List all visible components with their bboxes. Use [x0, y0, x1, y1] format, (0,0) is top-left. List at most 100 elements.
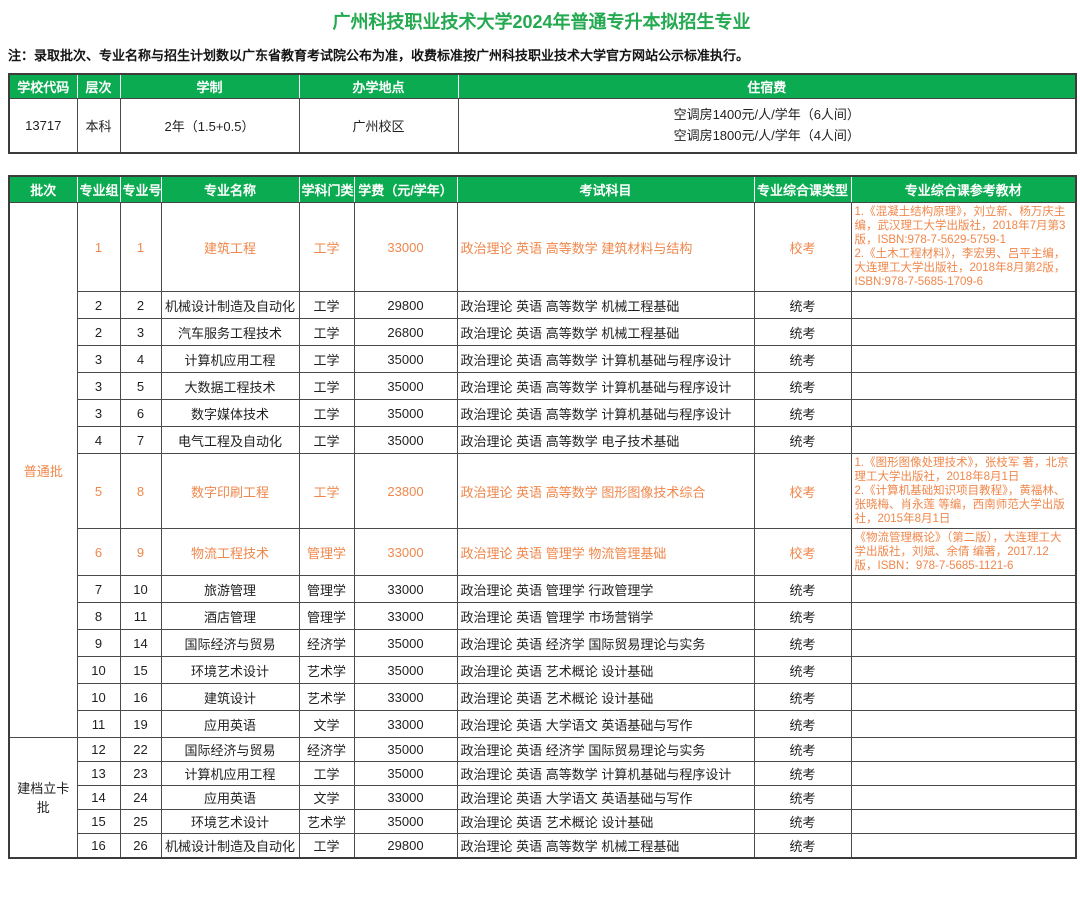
- cell-group: 6: [76, 528, 121, 577]
- duration-value: 2年（1.5+0.5）: [119, 98, 300, 154]
- location-value: 广州校区: [298, 98, 459, 154]
- cell-books: [850, 737, 1077, 763]
- cell-type: 统考: [753, 629, 852, 658]
- accommodation-line: 空调房1800元/人/学年（4人间）: [673, 127, 860, 143]
- cell-group: 15: [76, 809, 121, 835]
- cell-subjects: 政治理论 英语 经济学 国际贸易理论与实务: [456, 629, 755, 658]
- cell-num: 26: [119, 833, 162, 859]
- cell-fee: 26800: [353, 318, 458, 347]
- cell-type: 统考: [753, 345, 852, 374]
- cell-num: 16: [119, 683, 162, 712]
- cell-type: 统考: [753, 602, 852, 631]
- cell-type: 统考: [753, 785, 852, 811]
- cell-category: 管理学: [298, 602, 355, 631]
- cell-major: 酒店管理: [160, 602, 300, 631]
- cell-type: 统考: [753, 833, 852, 859]
- cell-major: 物流工程技术: [160, 528, 300, 577]
- cell-major: 应用英语: [160, 710, 300, 739]
- cell-group: 3: [76, 399, 121, 428]
- cell-books: [850, 602, 1077, 631]
- cell-major: 汽车服务工程技术: [160, 318, 300, 347]
- majors-header-0: 批次: [9, 176, 77, 203]
- page-title: 广州科技职业技术大学2024年普通专升本拟招生专业: [332, 12, 751, 32]
- cell-category: 工学: [298, 399, 355, 428]
- cell-group: 5: [76, 453, 121, 530]
- cell-category: 艺术学: [298, 809, 355, 835]
- cell-num: 5: [119, 372, 162, 401]
- cell-subjects: 政治理论 英语 高等数学 计算机基础与程序设计: [456, 399, 755, 428]
- cell-group: 2: [76, 318, 121, 347]
- cell-fee: 35000: [353, 399, 458, 428]
- cell-category: 工学: [298, 426, 355, 455]
- major-row: 15 25 环境艺术设计 艺术学 35000 政治理论 英语 艺术概论 设计基础 统考: [9, 809, 1077, 835]
- cell-category: 经济学: [298, 629, 355, 658]
- cell-books: [850, 318, 1077, 347]
- page: 广州科技职业技术大学2024年普通专升本拟招生专业 注：录取批次、专业名称与招生…: [8, 12, 1077, 859]
- cell-category: 经济学: [298, 737, 355, 763]
- cell-type: 校考: [753, 201, 852, 293]
- majors-header-6: 考试科目: [456, 176, 754, 203]
- major-row: 建档立卡批 12 22 国际经济与贸易 经济学 35000 政治理论 英语 经济学 国际贸易…: [8, 737, 1077, 859]
- cell-num: 1: [119, 201, 162, 293]
- cell-num: 25: [119, 809, 162, 835]
- cell-books: [850, 399, 1077, 428]
- major-row: 4 7 电气工程及自动化 工学 35000 政治理论 英语 高等数学 电子技术基础 统考: [9, 426, 1077, 455]
- major-row: 3 4 计算机应用工程 工学 35000 政治理论 英语 高等数学 计算机基础与程序设计统…: [9, 345, 1077, 374]
- cell-type: 统考: [753, 737, 852, 763]
- majors-header-row: 批次 专业组 专业号 专业名称 学科门类 学费（元/学年） 考试科目 专业综合课类型 专业综合课…: [9, 176, 1076, 203]
- cell-major: 国际经济与贸易: [160, 629, 300, 658]
- cell-group: 1: [76, 201, 121, 293]
- cell-num: 22: [119, 737, 162, 763]
- cell-category: 文学: [298, 785, 355, 811]
- cell-books: [850, 785, 1077, 811]
- cell-books: [850, 291, 1077, 320]
- book-entry: 1.《混凝土结构原理》，刘立新、杨万庆主编，武汉理工大学出版社，2018年7月第…: [854, 206, 1066, 247]
- cell-num: 3: [119, 318, 162, 347]
- cell-subjects: 政治理论 英语 艺术概论 设计基础: [456, 656, 755, 685]
- cell-books: [850, 656, 1077, 685]
- school-code: 13717: [8, 98, 78, 154]
- cell-fee: 35000: [353, 629, 458, 658]
- cell-books: [850, 761, 1077, 787]
- cell-subjects: 政治理论 英语 高等数学 计算机基础与程序设计: [456, 372, 755, 401]
- cell-books: [850, 426, 1077, 455]
- majors-table: 批次 专业组 专业号 专业名称 学科门类 学费（元/学年） 考试科目 专业综合课类型 专业综合课…: [8, 175, 1077, 859]
- cell-fee: 33000: [353, 575, 458, 604]
- cell-subjects: 政治理论 英语 高等数学 机械工程基础: [456, 833, 755, 859]
- cell-fee: 29800: [353, 291, 458, 320]
- major-row: 5 8 数字印刷工程 工学 23800 政治理论 英语 高等数学 图形图像技术综合 校考 1.…: [9, 453, 1077, 530]
- cell-group: 16: [76, 833, 121, 859]
- cell-num: 2: [119, 291, 162, 320]
- major-row: 普通批 1 1 建筑工程 工学 33000 政治理论 英语 高等数学 建筑材料与结构 校考 1.…: [8, 201, 1077, 739]
- cell-type: 校考: [753, 528, 852, 577]
- major-row: 14 24 应用英语 文学 33000 政治理论 英语 大学语文 英语基础与写作 统考: [9, 785, 1077, 811]
- batch-label: 普通批: [8, 201, 78, 739]
- cell-type: 统考: [753, 372, 852, 401]
- cell-type: 统考: [753, 399, 852, 428]
- cell-category: 工学: [298, 318, 355, 347]
- cell-num: 6: [119, 399, 162, 428]
- cell-subjects: 政治理论 英语 管理学 行政管理学: [456, 575, 755, 604]
- cell-fee: 29800: [353, 833, 458, 859]
- info-header-0: 学校代码: [9, 74, 77, 99]
- cell-group: 13: [76, 761, 121, 787]
- majors-header-5: 学费（元/学年）: [353, 176, 457, 203]
- cell-type: 统考: [753, 761, 852, 787]
- major-row: 2 3 汽车服务工程技术 工学 26800 政治理论 英语 高等数学 机械工程基础 统考: [9, 318, 1077, 347]
- cell-books: [850, 710, 1077, 739]
- cell-num: 8: [119, 453, 162, 530]
- cell-group: 11: [76, 710, 121, 739]
- cell-subjects: 政治理论 英语 经济学 国际贸易理论与实务: [456, 737, 755, 763]
- info-header-3: 办学地点: [298, 74, 458, 99]
- cell-num: 11: [119, 602, 162, 631]
- cell-fee: 33000: [353, 683, 458, 712]
- cell-fee: 33000: [353, 785, 458, 811]
- cell-group: 10: [76, 656, 121, 685]
- cell-group: 3: [76, 372, 121, 401]
- cell-subjects: 政治理论 英语 大学语文 英语基础与写作: [456, 785, 755, 811]
- cell-category: 工学: [298, 761, 355, 787]
- major-row: 16 26 机械设计制造及自动化 工学 29800 政治理论 英语 高等数学 机械工程基础…: [9, 833, 1077, 859]
- cell-num: 7: [119, 426, 162, 455]
- cell-fee: 35000: [353, 426, 458, 455]
- cell-fee: 33000: [353, 602, 458, 631]
